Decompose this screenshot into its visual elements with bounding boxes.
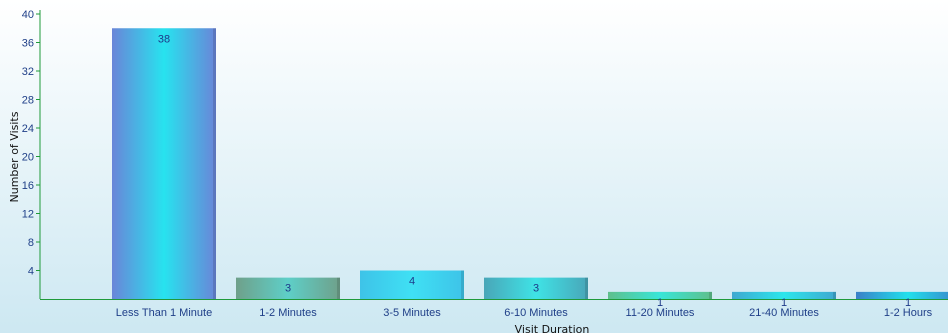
bar-shadow	[461, 270, 464, 299]
y-axis-title: Number of Visits	[8, 111, 21, 202]
x-tick-label: 1-2 Hours	[884, 307, 933, 319]
y-tick-label: 36	[22, 38, 34, 50]
bars-layer	[112, 28, 948, 299]
data-label: 1	[781, 297, 787, 309]
bar-21-40-minutes	[732, 291, 836, 299]
bar-shadow	[213, 28, 216, 299]
y-tick-label: 4	[28, 266, 34, 278]
x-tick-label: Less Than 1 Minute	[116, 307, 212, 319]
axes-layer: 4 8 12 16 20 24 28 32 36 40	[22, 9, 948, 300]
bar-11-20-minutes	[608, 291, 712, 299]
bar-shadow	[833, 291, 836, 299]
x-tick-label: 6-10 Minutes	[504, 307, 568, 319]
labels-layer: 38 Less Than 1 Minute 3 1-2 Minutes 4 3-5 Min…	[116, 33, 933, 319]
x-axis-title: Visit Duration	[515, 323, 590, 333]
y-tick-label: 8	[28, 237, 34, 249]
y-tick-label: 40	[22, 9, 34, 21]
bar-less-than-1-minute	[112, 28, 216, 299]
bar-shadow	[337, 277, 340, 299]
y-tick-label: 28	[22, 95, 34, 107]
data-label: 38	[158, 33, 170, 45]
bar-shadow	[709, 291, 712, 299]
data-label: 3	[285, 283, 291, 295]
data-label: 3	[533, 283, 539, 295]
data-label: 4	[409, 276, 415, 288]
y-tick-label: 24	[22, 123, 34, 135]
x-tick-label: 11-20 Minutes	[626, 307, 695, 319]
x-tick-label: 21-40 Minutes	[749, 307, 819, 319]
x-tick-label: 1-2 Minutes	[259, 307, 317, 319]
x-tick-label: 3-5 Minutes	[383, 307, 441, 319]
y-tick-label: 20	[22, 152, 34, 164]
bar-6-10-minutes	[484, 277, 588, 299]
bar-1-2-hours	[856, 291, 948, 299]
y-tick-label: 12	[22, 209, 34, 221]
bar-3-5-minutes	[360, 270, 464, 299]
data-label: 1	[657, 297, 663, 309]
data-label: 1	[905, 297, 911, 309]
bar-1-2-minutes	[236, 277, 340, 299]
y-tick-label: 16	[22, 180, 34, 192]
y-tick-label: 32	[22, 66, 34, 78]
bar-shadow	[585, 277, 588, 299]
